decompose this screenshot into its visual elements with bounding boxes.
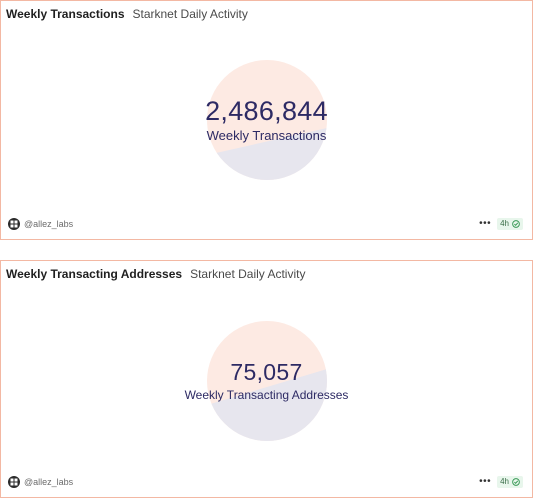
check-circle-icon — [512, 215, 520, 233]
widget-card-weekly-transactions[interactable]: Weekly Transactions Starknet Daily Activ… — [0, 0, 533, 240]
counter-label: Weekly Transactions — [206, 128, 327, 143]
card-footer: @allez_labs ••• 4h — [1, 469, 532, 497]
counter-value: 2,486,844 — [205, 96, 328, 126]
counter-text: 2,486,844 Weekly Transactions — [147, 60, 387, 180]
refresh-status-badge[interactable]: 4h — [497, 476, 523, 488]
widget-card-weekly-transacting-addresses[interactable]: Weekly Transacting Addresses Starknet Da… — [0, 260, 533, 498]
counter-disc: 2,486,844 Weekly Transactions — [205, 60, 328, 180]
card-subtitle[interactable]: Starknet Daily Activity — [132, 7, 248, 21]
more-dots-icon[interactable]: ••• — [479, 218, 492, 229]
disc-background — [206, 60, 327, 180]
grid-logo-icon — [8, 218, 20, 230]
card-subtitle[interactable]: Starknet Daily Activity — [190, 267, 306, 281]
author-name[interactable]: @allez_labs — [24, 219, 74, 229]
grid-logo-icon — [8, 476, 20, 488]
counter-text: 75,057 Weekly Transacting Addresses — [147, 321, 387, 441]
author-link[interactable]: @allez_labs — [8, 218, 73, 230]
card-footer: @allez_labs ••• 4h — [1, 211, 532, 239]
footer-actions: ••• 4h — [479, 476, 523, 488]
counter-disc: 75,057 Weekly Transacting Addresses — [185, 321, 348, 441]
refresh-age: 4h — [500, 477, 509, 486]
refresh-status-badge[interactable]: 4h — [497, 218, 523, 230]
card-header: Weekly Transactions Starknet Daily Activ… — [6, 7, 248, 21]
card-title[interactable]: Weekly Transacting Addresses — [6, 267, 183, 281]
counter-value: 75,057 — [230, 359, 303, 385]
disc-background — [206, 321, 327, 441]
author-name[interactable]: @allez_labs — [24, 477, 74, 487]
check-circle-icon — [512, 473, 520, 491]
counter-label: Weekly Transacting Addresses — [184, 388, 349, 402]
card-title[interactable]: Weekly Transactions — [6, 7, 125, 21]
counter-visualization: 75,057 Weekly Transacting Addresses — [1, 321, 532, 441]
counter-visualization: 2,486,844 Weekly Transactions — [1, 60, 532, 180]
author-link[interactable]: @allez_labs — [8, 476, 73, 488]
refresh-age: 4h — [500, 219, 509, 228]
card-header: Weekly Transacting Addresses Starknet Da… — [6, 267, 305, 281]
footer-actions: ••• 4h — [479, 218, 523, 230]
more-dots-icon[interactable]: ••• — [479, 476, 492, 487]
